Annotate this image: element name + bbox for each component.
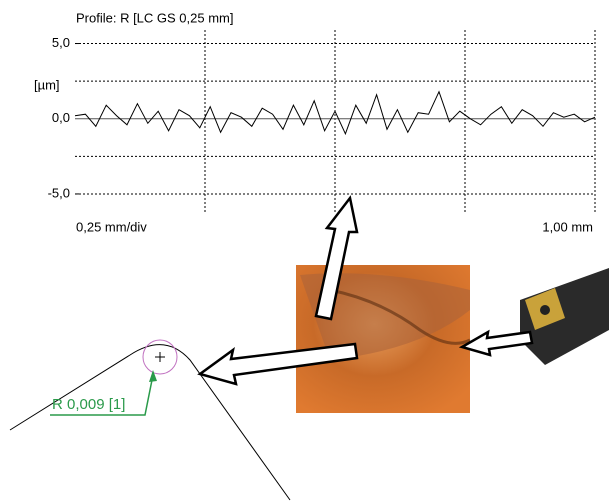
chart-title: Profile: R [LC GS 0,25 mm]	[76, 10, 234, 25]
tool-photo	[520, 268, 609, 365]
photo-detail	[300, 273, 470, 360]
radius-label: R 0,009 [1]	[52, 396, 125, 413]
x-div-label: 0,25 mm/div	[76, 219, 147, 234]
y-tick-label: -5,0	[48, 185, 70, 200]
y-tick-label: 0,0	[52, 110, 70, 125]
center-mark	[155, 352, 165, 362]
y-tick-label: 5,0	[52, 35, 70, 50]
arrows	[197, 195, 534, 386]
radius-circle	[142, 339, 178, 375]
leader-arrow	[149, 370, 157, 382]
photo-detail	[329, 288, 471, 345]
x-end-label: 1,00 mm	[542, 219, 593, 234]
profile-line	[74, 90, 596, 136]
edge-profile	[9, 344, 291, 501]
leader-line	[50, 374, 154, 416]
y-unit: [µm]	[34, 77, 60, 92]
